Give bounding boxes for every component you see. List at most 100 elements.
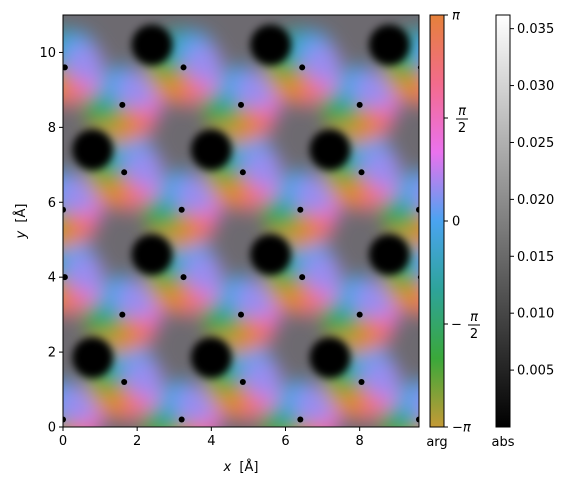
heatmap-node <box>238 101 244 108</box>
heatmap-dark-spot <box>190 129 232 171</box>
abs-colorbar: 0.005 0.010 0.015 0.020 0.025 0.030 0.035 abs <box>492 14 554 450</box>
heatmap-blob <box>63 211 68 238</box>
y-tick-label: 4 <box>48 271 56 286</box>
heatmap-dark-spots <box>13 24 410 379</box>
heatmap-blob <box>63 392 68 419</box>
abs-tick-label: 0.030 <box>517 79 554 94</box>
arg-tick-label: π <box>452 9 460 24</box>
arg-tick-label: −π <box>452 421 471 436</box>
heatmap-blob <box>184 44 223 84</box>
heatmap-blob <box>63 274 65 288</box>
heatmap-node <box>297 416 304 423</box>
heatmap-blob <box>63 420 67 427</box>
heatmap-node <box>121 379 128 386</box>
heatmap-node <box>63 416 66 423</box>
heatmap-dark-spot <box>131 24 173 66</box>
y-tick-label: 6 <box>48 196 56 211</box>
x-tick-label: 6 <box>281 434 289 449</box>
arg-tick-label-numerator: π <box>458 104 466 119</box>
abs-colorbar-label: abs <box>492 435 515 450</box>
heatmap-node <box>356 311 363 318</box>
heatmap-dark-spot <box>72 129 114 171</box>
heatmap-blob <box>362 149 401 188</box>
x-axis-label-variable: x <box>223 460 232 475</box>
heatmap-blob <box>413 36 419 65</box>
heatmap <box>13 14 420 439</box>
heatmap-blob <box>117 280 157 320</box>
heatmap-node <box>239 379 246 386</box>
heatmap-node <box>63 206 66 213</box>
x-tick-label: 8 <box>356 434 364 449</box>
heatmap-blob <box>414 182 419 209</box>
heatmap-node <box>121 169 128 176</box>
heatmap-blob <box>236 280 275 320</box>
x-tick-label: 0 <box>59 434 67 449</box>
heatmap-dark-spot <box>309 337 351 379</box>
abs-tick-label: 0.015 <box>517 250 554 265</box>
heatmap-dark-spot <box>190 337 232 379</box>
heatmap-dark-spot <box>250 234 292 276</box>
heatmap-blob <box>354 280 394 320</box>
y-axis: 0 2 4 6 8 10 <box>39 46 63 436</box>
heatmap-blob <box>302 254 342 293</box>
abs-tick-label: 0.025 <box>517 136 554 151</box>
x-tick-label: 2 <box>133 434 141 449</box>
plot-frame <box>62 14 420 428</box>
heatmap-blob <box>176 385 216 425</box>
y-axis-label-unit: [Å] <box>13 204 29 223</box>
heatmap-blob <box>295 385 335 425</box>
arg-colorbar-gradient <box>429 14 445 428</box>
heatmap-blob <box>354 71 394 110</box>
heatmap-node <box>356 101 363 108</box>
heatmap-blob <box>23 400 62 439</box>
heatmap-dark-spot <box>250 24 292 66</box>
heatmap-blob <box>63 210 83 250</box>
heatmap-blob <box>399 169 419 209</box>
heatmap-dark-spot <box>368 24 410 66</box>
heatmap-dark-spot <box>131 234 173 276</box>
heatmap-blob <box>414 392 419 419</box>
heatmap-blob <box>236 71 275 110</box>
abs-colorbar-gradient <box>495 14 511 428</box>
heatmap-node <box>297 206 304 213</box>
abs-tick-label: 0.005 <box>517 364 554 379</box>
heatmap-node <box>416 206 419 213</box>
heatmap-blob <box>65 254 105 293</box>
heatmap-blob <box>362 358 401 398</box>
heatmap-node <box>63 64 68 71</box>
heatmap-node <box>119 101 126 108</box>
x-tick-label: 4 <box>207 434 215 449</box>
heatmap-node <box>63 274 68 281</box>
heatmap-blob <box>124 358 164 398</box>
y-tick-label: 10 <box>39 46 56 61</box>
y-axis-label: y [Å] <box>13 204 29 240</box>
heatmap-dark-spot <box>368 234 410 276</box>
heatmap-blob <box>23 190 62 229</box>
heatmap-blob <box>124 149 164 188</box>
heatmap-dark-spot <box>72 337 114 379</box>
arg-tick-label-numerator: π <box>470 310 478 325</box>
x-axis: 0 2 4 6 8 <box>59 427 364 449</box>
heatmap-blob <box>243 149 283 188</box>
heatmap-blob <box>184 254 223 293</box>
heatmap-dark-spot <box>13 234 54 275</box>
heatmap-blob <box>117 71 157 110</box>
heatmap-blobs <box>23 28 419 439</box>
heatmap-blob <box>243 358 283 398</box>
arg-tick-label-denominator: 2 <box>458 121 466 136</box>
heatmap-blob <box>413 246 419 275</box>
heatmap-node <box>358 379 365 386</box>
abs-tick-label: 0.035 <box>517 22 554 37</box>
y-tick-label: 8 <box>48 121 56 136</box>
heatmap-dark-spot <box>309 129 351 171</box>
heatmap-blob <box>302 44 342 84</box>
heatmap-blob <box>65 44 105 84</box>
abs-tick-label: 0.010 <box>517 307 554 322</box>
heatmap-node <box>178 206 185 213</box>
y-tick-label: 2 <box>48 346 56 361</box>
heatmap-nodes <box>63 64 419 423</box>
heatmap-node <box>299 64 306 71</box>
arg-colorbar-label: arg <box>426 435 447 450</box>
